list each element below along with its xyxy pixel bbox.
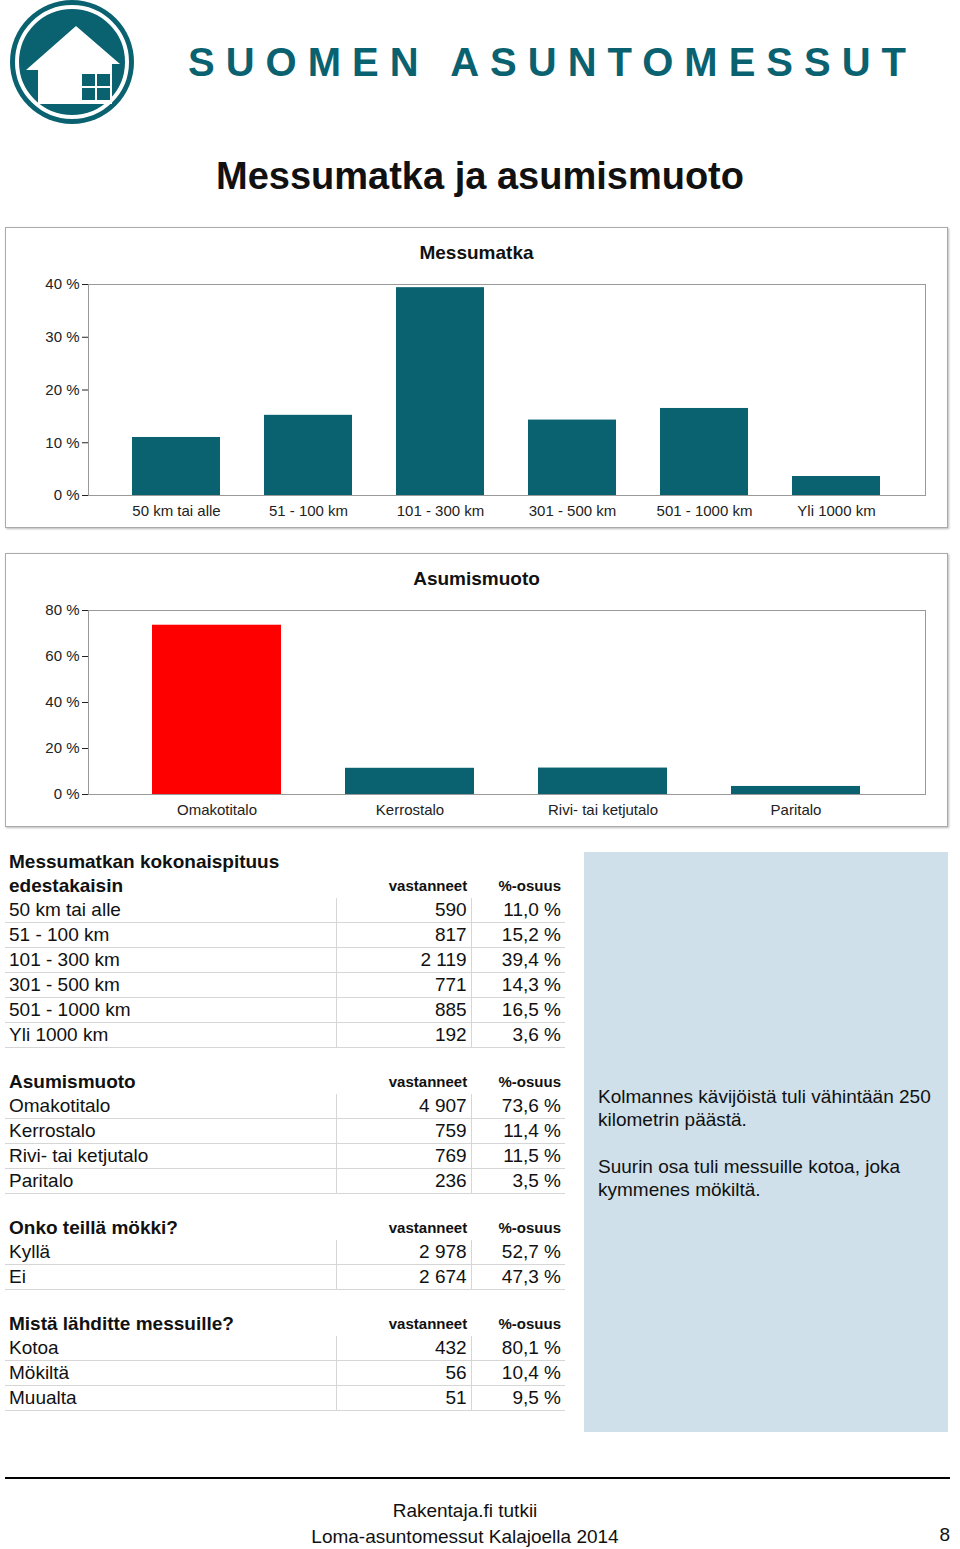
- html-text:51: 51: [445, 1387, 467, 1408]
- html-text:Kyllä: Kyllä: [9, 1241, 51, 1262]
- html-text:9,5 %: 9,5 %: [512, 1387, 561, 1408]
- html-text:56: 56: [445, 1362, 467, 1383]
- html-text:771: 771: [434, 974, 467, 995]
- html-text:501 - 1000 km: 501 - 1000 km: [9, 999, 131, 1020]
- svg-text:0 %: 0 %: [54, 486, 80, 503]
- svg-text:Paritalo: Paritalo: [771, 801, 822, 818]
- svg-text:20 %: 20 %: [45, 739, 79, 756]
- html-text:4 907: 4 907: [419, 1095, 467, 1116]
- html-text:2 674: 2 674: [419, 1266, 467, 1287]
- html-text:vastanneet: vastanneet: [388, 877, 468, 894]
- svg-text:40 %: 40 %: [45, 275, 79, 292]
- html-text:236: 236: [434, 1170, 467, 1191]
- html-text:432: 432: [434, 1337, 467, 1358]
- svg-text:20 %: 20 %: [45, 381, 79, 398]
- html-text:3,6 %: 3,6 %: [512, 1024, 561, 1045]
- html-text:769: 769: [434, 1145, 467, 1166]
- html-text:%-osuus: %-osuus: [498, 877, 561, 894]
- html-text:2 978: 2 978: [419, 1241, 467, 1262]
- svg-text:Kerrostalo: Kerrostalo: [376, 801, 444, 818]
- svg-text:Yli 1000 km: Yli 1000 km: [797, 502, 875, 519]
- html-text:Mökiltä: Mökiltä: [9, 1362, 70, 1383]
- html-text:vastanneet: vastanneet: [388, 1073, 468, 1090]
- html-text:590: 590: [434, 899, 467, 920]
- html-text:vastanneet: vastanneet: [388, 1315, 468, 1332]
- html-text:50 km tai alle: 50 km tai alle: [9, 899, 121, 920]
- html-text:Loma-asuntomessut Kalajoella 2: Loma-asuntomessut Kalajoella 2014: [311, 1526, 619, 1547]
- html-text:vastanneet: vastanneet: [388, 1219, 468, 1236]
- svg-text:Rivi- tai ketjutalo: Rivi- tai ketjutalo: [548, 801, 658, 818]
- html-text:Suurin osa tuli messuille koto: Suurin osa tuli messuille kotoa, joka ky…: [598, 1156, 900, 1200]
- html-text:52,7 %: 52,7 %: [501, 1241, 561, 1262]
- html-text:Onko teillä mökki?: Onko teillä mökki?: [9, 1217, 178, 1238]
- svg-text:30 %: 30 %: [45, 328, 79, 345]
- html-text:Kolmannes kävijöistä tuli vähi: Kolmannes kävijöistä tuli vähintään 250 …: [598, 1086, 931, 1130]
- html-text:39,4 %: 39,4 %: [501, 949, 561, 970]
- html-text:47,3 %: 47,3 %: [501, 1266, 561, 1287]
- html-text:51 - 100 km: 51 - 100 km: [9, 924, 110, 945]
- html-text:101 - 300 km: 101 - 300 km: [9, 949, 120, 970]
- svg-text:40 %: 40 %: [45, 693, 79, 710]
- html-text:11,0 %: 11,0 %: [503, 899, 561, 920]
- html-text:73,6 %: 73,6 %: [501, 1095, 561, 1116]
- svg-text:80 %: 80 %: [45, 601, 79, 618]
- html-text:759: 759: [434, 1120, 467, 1141]
- svg-text:60 %: 60 %: [45, 647, 79, 664]
- html-text:Mistä lähditte messuille?: Mistä lähditte messuille?: [9, 1313, 234, 1334]
- svg-text:50 km tai alle: 50 km tai alle: [132, 502, 220, 519]
- svg-text:10 %: 10 %: [45, 434, 79, 451]
- html-text:Messumatkan kokonaispituus: Messumatkan kokonaispituus: [9, 851, 280, 872]
- svg-text:Omakotitalo: Omakotitalo: [177, 801, 257, 818]
- html-text:817: 817: [434, 924, 467, 945]
- html-text:885: 885: [434, 999, 467, 1020]
- svg-text:51 - 100 km: 51 - 100 km: [269, 502, 348, 519]
- html-text:16,5 %: 16,5 %: [501, 999, 561, 1020]
- html-text:Rivi- tai ketjutalo: Rivi- tai ketjutalo: [9, 1145, 149, 1166]
- html-text:14,3 %: 14,3 %: [501, 974, 561, 995]
- html-text:8: 8: [939, 1524, 950, 1545]
- svg-text:501 - 1000 km: 501 - 1000 km: [657, 502, 753, 519]
- svg-text:0 %: 0 %: [54, 785, 80, 802]
- html-text:15,2 %: 15,2 %: [501, 924, 561, 945]
- html-text:10,4 %: 10,4 %: [501, 1362, 561, 1383]
- html-text:%-osuus: %-osuus: [498, 1315, 561, 1332]
- html-text:Rakentaja.fi tutkii: Rakentaja.fi tutkii: [392, 1500, 538, 1521]
- html-text:Muualta: Muualta: [9, 1387, 77, 1408]
- html-text:80,1 %: 80,1 %: [501, 1337, 561, 1358]
- html-text:Asumismuoto: Asumismuoto: [413, 568, 540, 589]
- html-text:Asumismuoto: Asumismuoto: [9, 1071, 136, 1092]
- html-text:Messumatka ja asumismuoto: Messumatka ja asumismuoto: [216, 155, 744, 197]
- html-text:Kerrostalo: Kerrostalo: [9, 1120, 96, 1141]
- svg-text:101 - 300 km: 101 - 300 km: [397, 502, 485, 519]
- html-text:Yli 1000 km: Yli 1000 km: [9, 1024, 109, 1045]
- html-text:%-osuus: %-osuus: [498, 1219, 561, 1236]
- html-text:11,5 %: 11,5 %: [503, 1145, 561, 1166]
- html-text:Messumatka: Messumatka: [419, 242, 534, 263]
- html-text:2 119: 2 119: [420, 949, 467, 970]
- html-text:Kotoa: Kotoa: [9, 1337, 59, 1358]
- html-text:%-osuus: %-osuus: [498, 1073, 561, 1090]
- html-text:SUOMEN ASUNTOMESSUT: SUOMEN ASUNTOMESSUT: [188, 40, 917, 84]
- html-text:Ei: Ei: [9, 1266, 26, 1287]
- html-text:192: 192: [434, 1024, 467, 1045]
- html-text:3,5 %: 3,5 %: [512, 1170, 561, 1191]
- html-text:11,4 %: 11,4 %: [503, 1120, 561, 1141]
- html-text:Omakotitalo: Omakotitalo: [9, 1095, 111, 1116]
- html-text:Paritalo: Paritalo: [9, 1170, 74, 1191]
- svg-text:301 - 500 km: 301 - 500 km: [529, 502, 617, 519]
- html-text:301 - 500 km: 301 - 500 km: [9, 974, 120, 995]
- html-text:edestakaisin: edestakaisin: [9, 875, 124, 896]
